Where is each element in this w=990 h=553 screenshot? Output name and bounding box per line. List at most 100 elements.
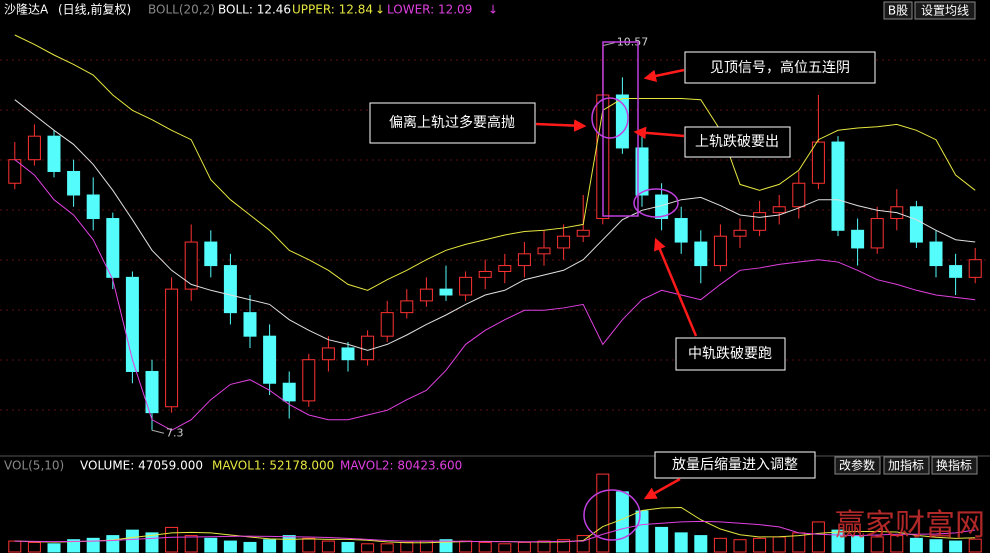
volume-bar — [67, 539, 81, 553]
volume-bar — [400, 541, 414, 553]
watermark: 赢家财富网 — [835, 508, 985, 543]
volume-bar — [929, 539, 943, 553]
indicator: BOLL(20,2) — [148, 3, 215, 17]
volume-bar — [439, 539, 453, 553]
button[interactable] — [883, 456, 930, 475]
vol-indicator: VOL(5,10) — [4, 459, 64, 473]
line — [14, 520, 976, 543]
volume-bar — [635, 510, 649, 553]
candle-body — [498, 265, 512, 272]
candle-body — [792, 182, 806, 208]
annotations: 见顶信号，高位五连阴 偏离上轨过多要高抛 上轨跌破要出 中轨跌破要跑 放量后缩量… — [369, 41, 985, 543]
stock-name: 沙隆达A — [4, 2, 49, 17]
upper-value: UPPER: 12.84 — [292, 3, 373, 17]
volume-bar — [909, 537, 923, 553]
annotation-box — [369, 102, 536, 144]
highlight-circle — [583, 489, 641, 541]
candle-body — [968, 259, 982, 278]
line — [14, 99, 976, 351]
volume-bar — [47, 543, 61, 553]
volume-bar — [302, 537, 316, 553]
period: (日线,前复权) — [58, 2, 131, 17]
volume-bar — [733, 539, 747, 553]
candle-body — [674, 218, 688, 243]
candle-body — [439, 288, 453, 296]
candle-body — [263, 335, 277, 384]
arrow — [643, 477, 681, 500]
button[interactable] — [914, 1, 976, 20]
low-label: 7.3 — [166, 426, 184, 439]
candle-body — [419, 288, 433, 302]
volume-header: VOL(5,10) VOLUME: 47059.000 MAVOL1: 5217… — [4, 456, 978, 475]
volume-bar — [772, 536, 786, 553]
mavol1-value: MAVOL1: 52178.000 — [212, 459, 334, 473]
candle-body — [282, 382, 296, 402]
annotation-box — [675, 337, 786, 371]
button-label[interactable]: B股 — [888, 4, 908, 18]
volume-bar — [263, 539, 277, 553]
volume-bar — [321, 540, 335, 553]
annotation: 偏离上轨过多要高抛 — [389, 114, 515, 131]
volume-bar — [615, 491, 629, 553]
candle-body — [929, 241, 943, 267]
candle-body — [47, 135, 61, 172]
candle-body — [713, 235, 727, 267]
candle-body — [361, 335, 375, 361]
candle-body — [478, 270, 492, 278]
volume-bar — [968, 538, 982, 553]
candle-body — [380, 312, 394, 337]
candle-body — [753, 212, 767, 231]
annotation: 见顶信号，高位五连阴 — [710, 59, 850, 76]
volume-bar — [165, 526, 179, 553]
volume-bar — [282, 535, 296, 553]
button-label[interactable]: 换指标 — [936, 458, 972, 473]
candle-body — [125, 276, 139, 372]
volume-value: VOLUME: 47059.000 — [80, 459, 203, 473]
top-buttons: B股 设置均线 — [883, 1, 976, 20]
candle-body — [27, 135, 41, 161]
button[interactable] — [834, 456, 881, 475]
volume-bar — [713, 537, 727, 553]
candle-body — [772, 206, 786, 214]
volume-bar — [596, 473, 610, 553]
volume-bar — [223, 540, 237, 553]
annotation: 中轨跌破要跑 — [688, 346, 772, 362]
marks: 10.577.3 — [8, 34, 982, 553]
line — [14, 34, 976, 291]
candle-body — [184, 241, 198, 290]
button-label[interactable]: 加指标 — [888, 458, 924, 473]
highlight-circle — [633, 188, 679, 218]
candle-body — [635, 147, 649, 196]
volume-bar — [145, 532, 159, 553]
candle-body — [106, 218, 120, 278]
button[interactable] — [883, 1, 913, 20]
volume-bar — [949, 540, 963, 553]
volume-bar — [125, 529, 139, 553]
candle-body — [459, 276, 473, 296]
candle-body — [831, 141, 845, 231]
volume-bar — [870, 536, 884, 553]
button-label[interactable]: 设置均线 — [921, 4, 969, 18]
arrow: ↓ — [375, 3, 385, 17]
button-label[interactable]: 改参数 — [839, 458, 875, 473]
candle-body — [341, 347, 355, 361]
volume-bar — [380, 543, 394, 553]
annotation-box — [684, 51, 876, 84]
volume-bar — [753, 537, 767, 553]
candle-body — [145, 370, 159, 414]
line — [14, 159, 976, 431]
candle-body — [302, 359, 316, 402]
annotation-box — [684, 126, 791, 158]
volume-bar — [243, 541, 257, 553]
volume-bar — [811, 521, 825, 553]
button[interactable] — [931, 456, 978, 475]
volume-bar — [341, 541, 355, 553]
volume-bar — [106, 535, 120, 553]
arrow — [654, 237, 698, 337]
annotation-box — [654, 451, 816, 479]
volume-bar — [890, 535, 904, 553]
candle-body — [870, 218, 884, 249]
volume-bar — [459, 540, 473, 553]
boll-value: BOLL: 12.46 — [218, 3, 291, 17]
